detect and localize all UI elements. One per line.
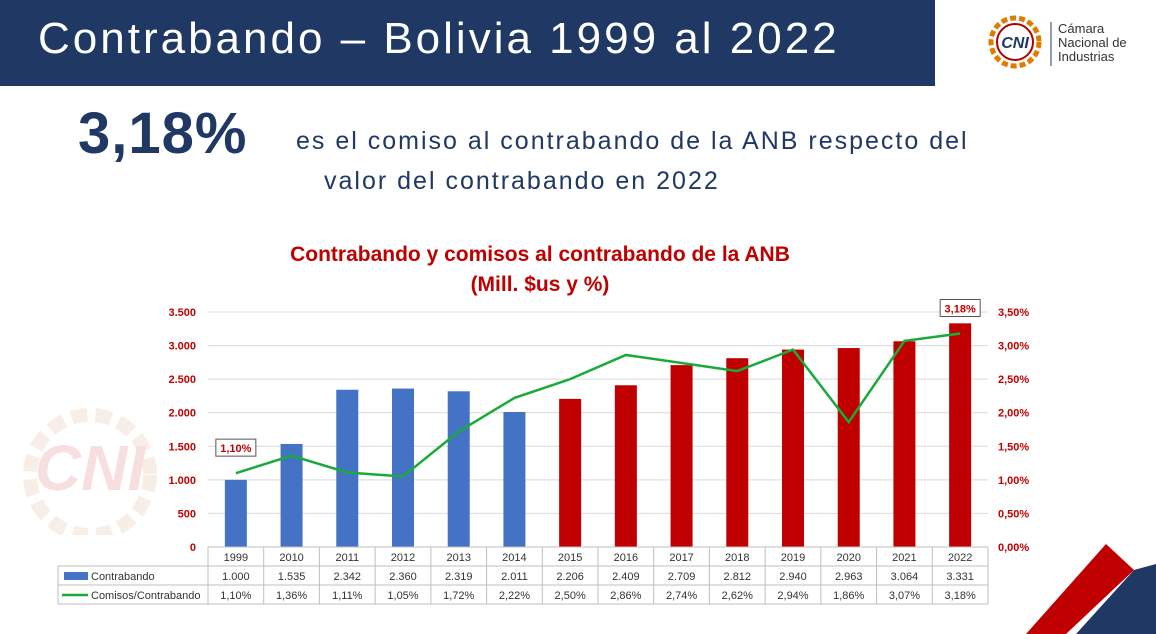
table-cell-comisos: 2,62% bbox=[722, 590, 753, 602]
x-tick-label: 2011 bbox=[335, 552, 359, 564]
table-cell-contrabando: 2.812 bbox=[724, 571, 752, 583]
table-cell-contrabando: 2.360 bbox=[389, 571, 417, 583]
table-cell-comisos: 1,05% bbox=[387, 590, 418, 602]
table-cell-contrabando: 2.409 bbox=[612, 571, 640, 583]
legend-label-contrabando: Contrabando bbox=[91, 571, 155, 583]
table-cell-contrabando: 2.342 bbox=[334, 571, 362, 583]
y2-tick-label: 0,00% bbox=[998, 542, 1029, 554]
y-tick-label: 1.500 bbox=[168, 441, 196, 453]
table-cell-comisos: 1,36% bbox=[276, 590, 307, 602]
table-cell-comisos: 2,86% bbox=[610, 590, 641, 602]
table-cell-contrabando: 3.064 bbox=[891, 571, 919, 583]
table-cell-contrabando: 2.940 bbox=[779, 571, 807, 583]
chart-title-block: Contrabando y comisos al contrabando de … bbox=[240, 240, 840, 300]
bar bbox=[726, 358, 749, 547]
bar bbox=[782, 349, 804, 547]
table-cell-comisos: 2,22% bbox=[499, 590, 530, 602]
x-tick-label: 2022 bbox=[948, 552, 972, 564]
x-tick-label: 2020 bbox=[836, 552, 860, 564]
combo-chart: 0 0,00% 500 0,50% 1.000 1,00% 1.500 1,50% 2.000 2… bbox=[57, 298, 1029, 605]
bar bbox=[614, 385, 637, 547]
y-tick-label: 0 bbox=[190, 542, 196, 554]
y-tick-label: 2.500 bbox=[168, 374, 196, 386]
x-tick-label: 2016 bbox=[614, 552, 638, 564]
y2-tick-label: 2,00% bbox=[998, 408, 1029, 420]
y-tick-label: 500 bbox=[178, 508, 196, 520]
x-tick-label: 2019 bbox=[781, 552, 805, 564]
headline-percentage: 3,18% bbox=[78, 101, 248, 166]
x-tick-label: 2015 bbox=[558, 552, 582, 564]
y2-tick-label: 3,50% bbox=[998, 307, 1029, 319]
bar bbox=[392, 388, 414, 547]
table-cell-contrabando: 2.319 bbox=[445, 571, 473, 583]
svg-text:CNI: CNI bbox=[1001, 35, 1029, 52]
table-cell-contrabando: 1.000 bbox=[222, 571, 250, 583]
y-tick-label: 1.000 bbox=[168, 475, 196, 487]
table-cell-contrabando: 2.709 bbox=[668, 571, 696, 583]
annotation-label: 1,10% bbox=[220, 443, 251, 455]
x-tick-label: 2010 bbox=[279, 552, 303, 564]
series-line-comisos bbox=[235, 332, 961, 478]
table-cell-contrabando: 2.206 bbox=[556, 571, 584, 583]
y2-tick-label: 1,50% bbox=[998, 441, 1029, 453]
bar bbox=[280, 443, 303, 547]
table-cell-comisos: 3,07% bbox=[889, 590, 920, 602]
bar bbox=[336, 389, 359, 547]
headline-line-2: valor del contrabando en 2022 bbox=[324, 167, 720, 195]
bar bbox=[447, 391, 470, 547]
legend-key-contrabando bbox=[64, 572, 88, 580]
table-cell-comisos: 2,74% bbox=[666, 590, 697, 602]
corner-decoration bbox=[1026, 544, 1156, 634]
x-tick-label: 2018 bbox=[725, 552, 749, 564]
svg-text:CNI: CNI bbox=[35, 432, 146, 504]
logo-line: Industrias bbox=[1058, 49, 1115, 64]
table-cell-comisos: 1,11% bbox=[332, 590, 363, 602]
table-cell-comisos: 2,50% bbox=[555, 590, 586, 602]
annotation-box bbox=[939, 298, 981, 317]
table-cell-comisos: 3,18% bbox=[945, 590, 976, 602]
page-title: Contrabando – Bolivia 1999 al 2022 bbox=[38, 14, 840, 63]
table-cell-comisos: 1,10% bbox=[220, 590, 251, 602]
logo-line: Cámara bbox=[1058, 21, 1105, 36]
x-tick-label: 2021 bbox=[892, 552, 916, 564]
table-cell-contrabando: 1.535 bbox=[278, 571, 306, 583]
logo-text: Cámara Nacional de Industrias bbox=[1058, 22, 1127, 64]
watermark-logo-icon: CNI bbox=[23, 408, 157, 535]
annotation-label: 3,18% bbox=[945, 303, 976, 315]
y2-tick-label: 2,50% bbox=[998, 374, 1029, 386]
y2-tick-label: 0,50% bbox=[998, 508, 1029, 520]
bar bbox=[670, 365, 693, 547]
chart-subtitle: (Mill. $us y %) bbox=[470, 273, 610, 296]
bar bbox=[559, 398, 582, 547]
legend-label-comisos: Comisos/Contrabando bbox=[91, 590, 200, 602]
table-cell-comisos: 1,72% bbox=[443, 590, 474, 602]
logo-line: Nacional de bbox=[1058, 35, 1127, 50]
y2-tick-label: 3,00% bbox=[998, 341, 1029, 353]
table-cell-comisos: 1,86% bbox=[833, 590, 864, 602]
x-tick-label: 2017 bbox=[669, 552, 693, 564]
x-tick-label: 2012 bbox=[391, 552, 415, 564]
bar bbox=[949, 323, 972, 547]
x-tick-label: 2014 bbox=[502, 552, 526, 564]
table-cell-contrabando: 2.963 bbox=[835, 571, 863, 583]
chart-title: Contrabando y comisos al contrabando de … bbox=[290, 243, 790, 266]
table-cell-contrabando: 3.331 bbox=[946, 571, 974, 583]
x-tick-label: 2013 bbox=[446, 552, 470, 564]
cni-logo-icon: CNI bbox=[988, 15, 1052, 69]
y-tick-label: 3.500 bbox=[168, 307, 196, 319]
bar bbox=[837, 348, 860, 547]
y2-tick-label: 1,00% bbox=[998, 475, 1029, 487]
table-cell-contrabando: 2.011 bbox=[501, 571, 528, 583]
title-banner: Contrabando – Bolivia 1999 al 2022 bbox=[0, 0, 935, 86]
annotation-box bbox=[215, 438, 257, 457]
table-cell-comisos: 2,94% bbox=[777, 590, 808, 602]
bar bbox=[893, 341, 916, 547]
bar bbox=[503, 411, 526, 547]
y-tick-label: 3.000 bbox=[168, 341, 196, 353]
x-tick-label: 1999 bbox=[224, 552, 248, 564]
y-tick-label: 2.000 bbox=[168, 408, 196, 420]
headline-line-1: es el comiso al contrabando de la ANB re… bbox=[296, 127, 969, 155]
bar bbox=[224, 479, 247, 547]
